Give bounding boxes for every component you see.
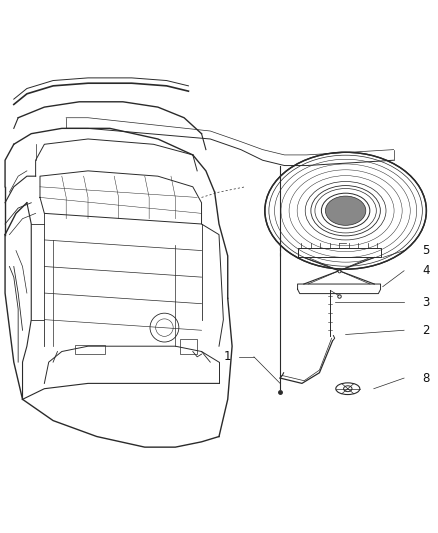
Ellipse shape bbox=[325, 196, 366, 225]
Text: 3: 3 bbox=[422, 296, 429, 309]
Text: 1: 1 bbox=[223, 350, 231, 364]
Bar bbox=[75, 345, 106, 354]
Text: 4: 4 bbox=[422, 264, 430, 277]
Text: 5: 5 bbox=[422, 244, 429, 257]
Text: 2: 2 bbox=[422, 324, 430, 337]
Text: 8: 8 bbox=[422, 372, 429, 385]
Bar bbox=[180, 340, 197, 354]
